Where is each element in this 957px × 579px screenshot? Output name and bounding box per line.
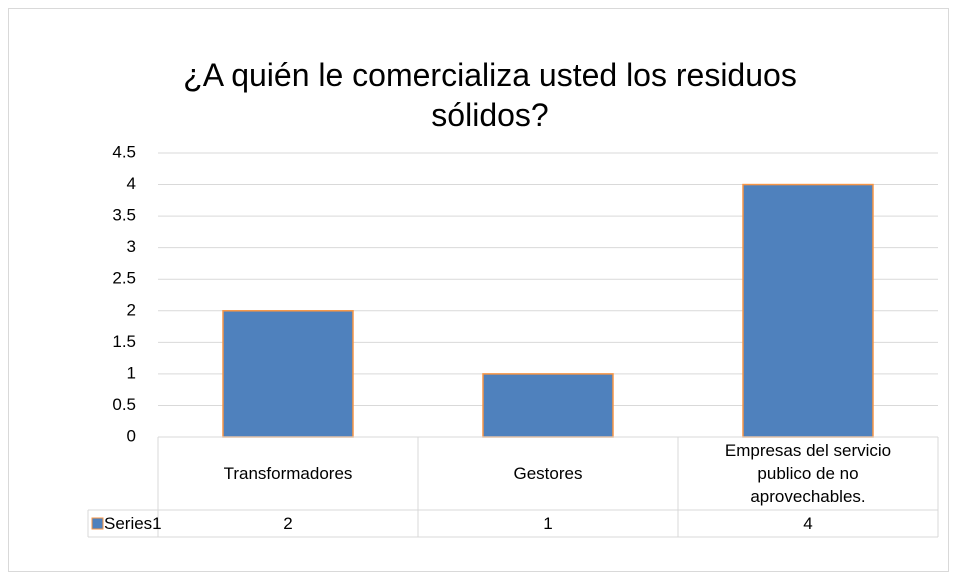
- y-tick-label: 0.5: [112, 395, 136, 414]
- y-tick-label: 0: [127, 426, 136, 445]
- x-tick-label: Gestores: [513, 464, 583, 483]
- legend-label: Series1: [104, 514, 162, 533]
- x-tick-label: Transformadores: [223, 464, 353, 483]
- table-value: 2: [283, 514, 293, 533]
- y-tick-label: 3.5: [112, 206, 136, 225]
- y-tick-label: 4: [127, 174, 136, 193]
- bar: [742, 183, 874, 438]
- bar: [482, 373, 614, 438]
- y-tick-label: 1: [127, 363, 136, 382]
- y-tick-label: 2: [127, 300, 136, 319]
- table-value: 1: [543, 514, 553, 533]
- legend-key: [91, 517, 104, 530]
- y-tick-label: 3: [127, 237, 136, 256]
- x-tick-label: Empresas del servicio publico de no apro…: [724, 441, 892, 506]
- y-tick-label: 4.5: [112, 142, 136, 161]
- chart-title: ¿A quién le comercializa usted los resid…: [183, 57, 797, 133]
- table-value: 4: [803, 514, 813, 533]
- bar: [222, 310, 354, 438]
- y-tick-label: 2.5: [112, 269, 136, 288]
- y-tick-label: 1.5: [112, 332, 136, 351]
